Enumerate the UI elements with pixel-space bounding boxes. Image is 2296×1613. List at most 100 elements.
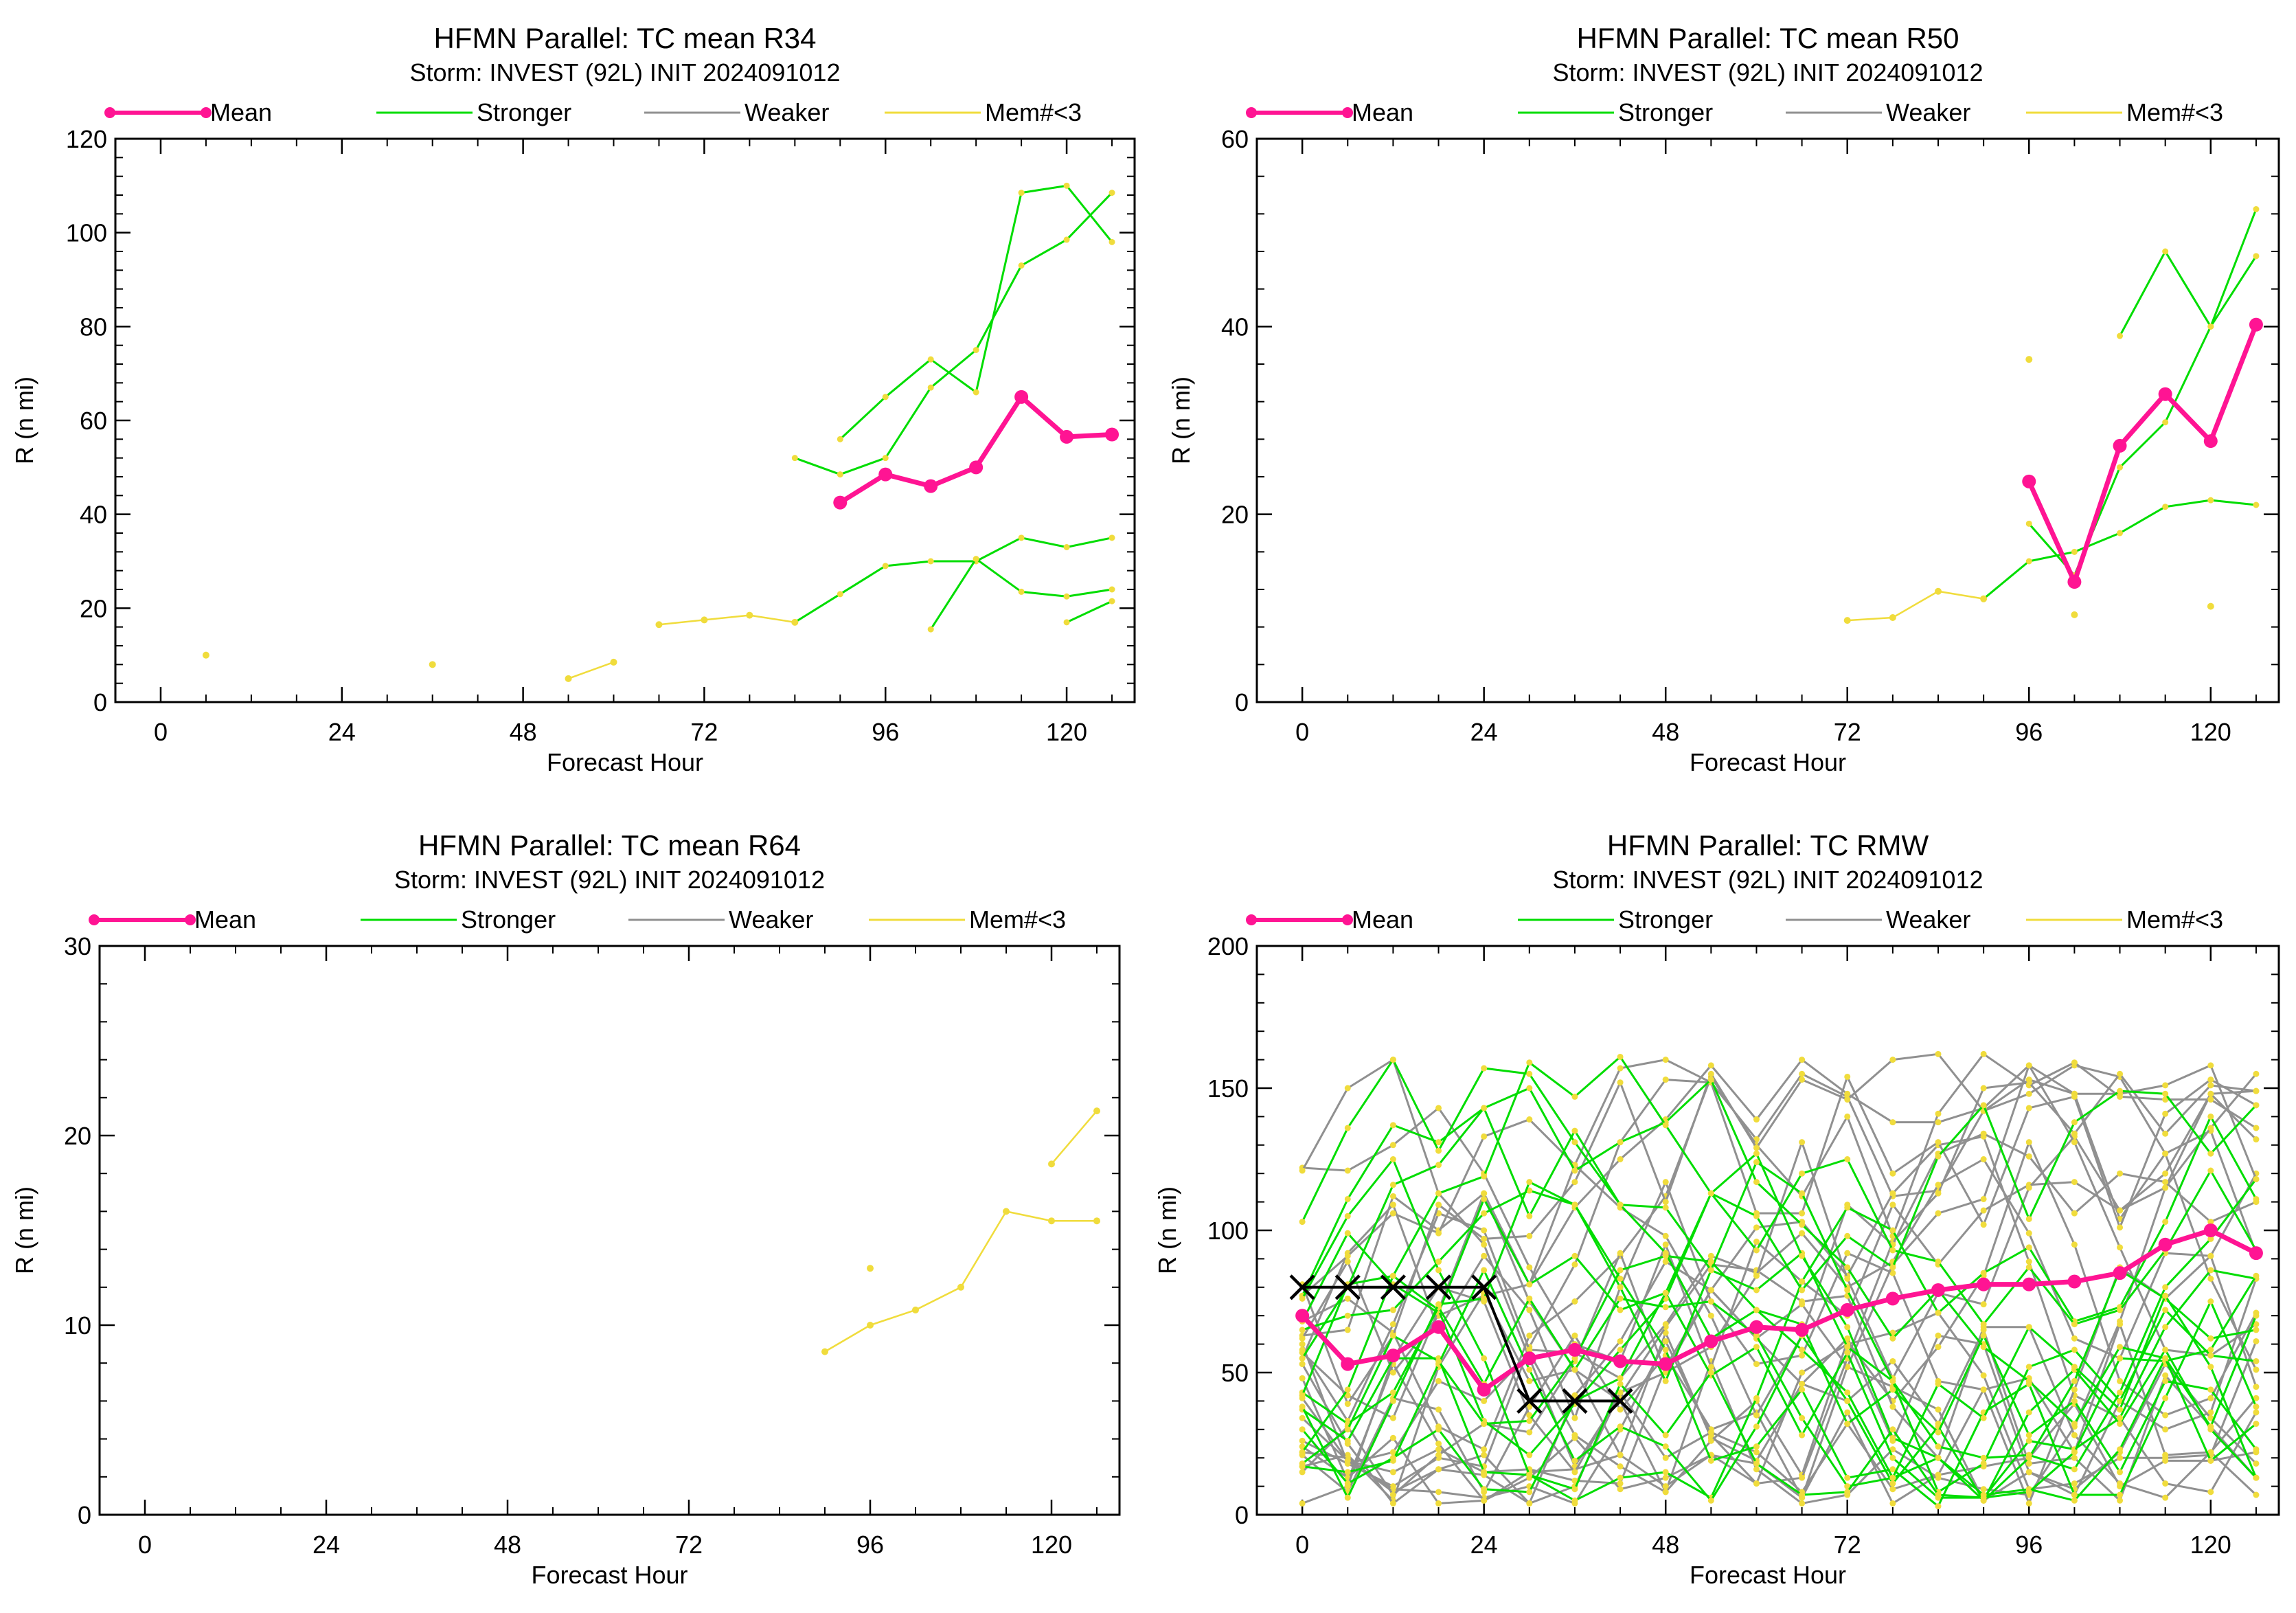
stronger-member-line-point — [2253, 1272, 2260, 1279]
weaker-member-line-point — [1707, 1364, 1714, 1371]
stronger-member-line-point — [1617, 1139, 1624, 1146]
stronger-member-line-point — [1980, 1494, 1987, 1501]
stronger-member-line-point — [1753, 1423, 1760, 1430]
member-point — [1109, 586, 1115, 593]
weaker-member-line-point — [1844, 1250, 1851, 1256]
weaker-member-line-point — [1935, 1471, 1942, 1478]
stronger-member-line-point — [1980, 1270, 1987, 1276]
stronger-member-line-point — [2162, 1090, 2169, 1097]
stronger-member-line-point — [1662, 1304, 1669, 1311]
weaker-member-line-point — [1571, 1469, 1578, 1476]
x-tick-label: 96 — [2015, 718, 2043, 746]
weaker-member-line-point — [2207, 1082, 2214, 1089]
stronger-member-line-point — [1799, 1221, 1806, 1228]
few-members-point — [1093, 1107, 1100, 1115]
stronger-member-line-point — [1571, 1497, 1578, 1504]
weaker-member-line-point — [1389, 1414, 1396, 1421]
legend-item-mem-3: Mem#<3 — [2026, 98, 2223, 126]
mean-point — [1840, 1302, 1854, 1317]
mean-point — [1105, 427, 1119, 442]
x-tick-label: 96 — [872, 718, 899, 746]
weaker-member-line-point — [1889, 1190, 1896, 1197]
stronger-member-line — [1301, 1107, 2257, 1493]
stronger-member-line-point — [1707, 1369, 1714, 1376]
weaker-member-line-point — [1980, 1195, 1987, 1202]
weaker-member-line-point — [1571, 1179, 1578, 1186]
stronger-member-line-point — [2207, 1352, 2214, 1359]
weaker-member-line-point — [1844, 1113, 1851, 1120]
stronger-member-line-point — [1707, 1076, 1714, 1083]
weaker-member-line-point — [2253, 1366, 2260, 1373]
stronger-member-line — [1302, 1115, 2258, 1502]
stronger-member-line-point — [1753, 1179, 1760, 1186]
weaker-member-line-point — [1662, 1076, 1669, 1083]
stronger-member-line-point — [1799, 1414, 1806, 1421]
weaker-member-line-point — [1935, 1119, 1942, 1126]
stronger-member-line-point — [1526, 1452, 1533, 1458]
weaker-member-line-point — [2207, 1076, 2214, 1083]
stronger-member-line-point — [1980, 1321, 1987, 1328]
weaker-member-line-point — [1799, 1474, 1806, 1481]
y-tick-label: 0 — [1235, 1501, 1249, 1529]
few-members-point — [202, 651, 209, 659]
weaker-member-line-point — [1662, 1483, 1669, 1490]
mean-point — [1014, 390, 1029, 404]
weaker-member-line-point — [2162, 1150, 2169, 1157]
stronger-member-line-point — [1481, 1105, 1488, 1112]
stronger-member-line-point — [2162, 1292, 2169, 1299]
member-point — [973, 556, 979, 563]
stronger-member-line — [794, 537, 1113, 624]
stronger-member-line-point — [1753, 1150, 1760, 1157]
weaker-member-line-point — [1799, 1352, 1806, 1359]
weaker-member-line-point — [2253, 1125, 2260, 1131]
weaker-member-line-point — [1662, 1454, 1669, 1461]
member-point — [927, 356, 934, 363]
y-tick-label: 0 — [1235, 688, 1249, 717]
chart-panel-2: HFMN Parallel: TC mean R50 Storm: INVEST … — [1167, 22, 2280, 776]
mean-point — [969, 460, 984, 475]
y-tick-label: 80 — [80, 313, 107, 341]
stronger-member-line-point — [1526, 1417, 1533, 1424]
weaker-member-line-point — [1526, 1232, 1533, 1239]
weaker-member-line-point — [1753, 1144, 1760, 1151]
weaker-member-line-point — [2162, 1494, 2169, 1501]
weaker-member-line-point — [2207, 1090, 2214, 1097]
best-track-marker — [1471, 1274, 1497, 1300]
mean-point — [2158, 387, 2172, 401]
stronger-member-line-point — [1299, 1327, 1306, 1333]
weaker-member-line-point — [2207, 1219, 2214, 1226]
stronger-member-line-point — [1799, 1491, 1806, 1498]
stronger-member-line-point — [1481, 1195, 1488, 1202]
member-point — [1063, 544, 1070, 550]
x-axis-label: Forecast Hour — [1690, 1561, 1846, 1589]
stronger-member-line-point — [1935, 1381, 1942, 1388]
legend-marker — [89, 914, 100, 925]
mean-point — [1931, 1283, 1945, 1297]
weaker-member-line-point — [1617, 1079, 1624, 1086]
weaker-member-line-point — [1662, 1199, 1669, 1206]
legend-label: Mem#<3 — [985, 98, 1082, 126]
weaker-member-line-point — [1389, 1449, 1396, 1456]
weaker-member-line-point — [1935, 1182, 1942, 1188]
weaker-member-line-point — [1435, 1452, 1442, 1458]
stronger-member-line-point — [1662, 1204, 1669, 1211]
weaker-member-line-point — [1662, 1474, 1669, 1481]
weaker-member-line-point — [2071, 1454, 2078, 1461]
weaker-member-line-point — [1435, 1377, 1442, 1384]
chart-panel-4: HFMN Parallel: TC RMW Storm: INVEST (92L)… — [1153, 829, 2280, 1589]
stronger-member-line-point — [2025, 1364, 2032, 1371]
chart-title: HFMN Parallel: TC mean R64 — [418, 829, 801, 861]
chart-subtitle: Storm: INVEST (92L) INIT 2024091012 — [1553, 866, 1984, 894]
weaker-member-line-point — [1935, 1139, 1942, 1146]
few-members-point — [429, 661, 436, 668]
weaker-member-line-point — [1889, 1202, 1896, 1208]
weaker-member-line — [1302, 1052, 2257, 1451]
few-members-line — [1847, 590, 1984, 622]
weaker-member-line-point — [1389, 1434, 1396, 1441]
stronger-member-line-point — [1389, 1307, 1396, 1313]
stronger-member-line-point — [1799, 1432, 1806, 1439]
stronger-member-line-point — [1389, 1156, 1396, 1162]
best-track-marker — [1380, 1274, 1406, 1300]
weaker-member-line-point — [1799, 1369, 1806, 1376]
